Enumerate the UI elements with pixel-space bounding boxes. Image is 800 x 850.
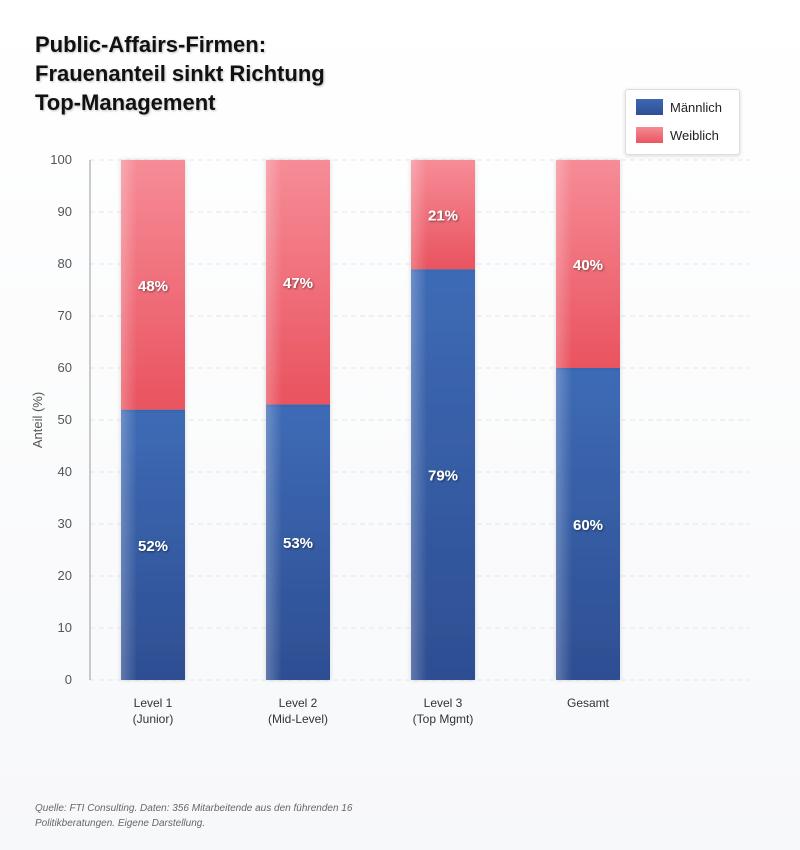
bar-highlight: [266, 404, 330, 680]
legend-swatch-weiblich: [636, 127, 663, 143]
y-tick-label: 90: [58, 204, 72, 219]
data-label: 79%: [428, 468, 458, 485]
legend-label: Männlich: [670, 99, 723, 115]
y-tick-label: 60: [58, 360, 72, 375]
y-tick-label: 0: [65, 672, 72, 687]
data-label: 48%: [138, 278, 168, 295]
y-tick-label: 40: [58, 464, 72, 479]
y-tick-label: 30: [58, 516, 72, 531]
data-label: 47%: [283, 275, 313, 292]
x-tick-label: Level 1: [134, 696, 173, 710]
y-tick-label: 10: [58, 620, 72, 635]
data-label: 52%: [138, 538, 168, 555]
bar-highlight: [411, 269, 475, 680]
x-tick-label: Level 2: [279, 696, 318, 710]
y-tick-label: 70: [58, 308, 72, 323]
bar-highlight: [266, 160, 330, 405]
source-note: Quelle: FTI Consulting. Daten: 356 Mitar…: [35, 803, 353, 829]
x-tick-label: Gesamt: [567, 696, 610, 710]
x-tick-label: (Mid-Level): [268, 712, 328, 726]
y-axis-label: Anteil (%): [30, 392, 45, 448]
data-label: 53%: [283, 535, 313, 552]
data-label: 60%: [573, 517, 603, 534]
bar-highlight: [121, 409, 185, 680]
data-label: 21%: [428, 208, 458, 225]
bar-highlight: [556, 160, 620, 368]
x-tick-label: (Junior): [133, 712, 174, 726]
data-label: 40%: [573, 257, 603, 274]
chart-title: Public-Affairs-Firmen: Frauenanteil sink…: [35, 32, 325, 115]
x-tick-label: (Top Mgmt): [413, 712, 474, 726]
y-tick-label: 20: [58, 568, 72, 583]
bar-highlight: [556, 368, 620, 680]
bar-highlight: [411, 160, 475, 270]
legend-item-weiblich[interactable]: Weiblich: [636, 127, 719, 143]
x-tick-label: Level 3: [424, 696, 463, 710]
legend-label: Weiblich: [670, 127, 719, 143]
bar-highlight: [121, 160, 185, 410]
legend-swatch-maennlich: [636, 99, 663, 115]
y-tick-label: 50: [58, 412, 72, 427]
legend-item-maennlich[interactable]: Männlich: [636, 99, 722, 115]
y-tick-label: 100: [50, 152, 72, 167]
legend: Männlich Weiblich: [625, 89, 740, 155]
y-tick-label: 80: [58, 256, 72, 271]
